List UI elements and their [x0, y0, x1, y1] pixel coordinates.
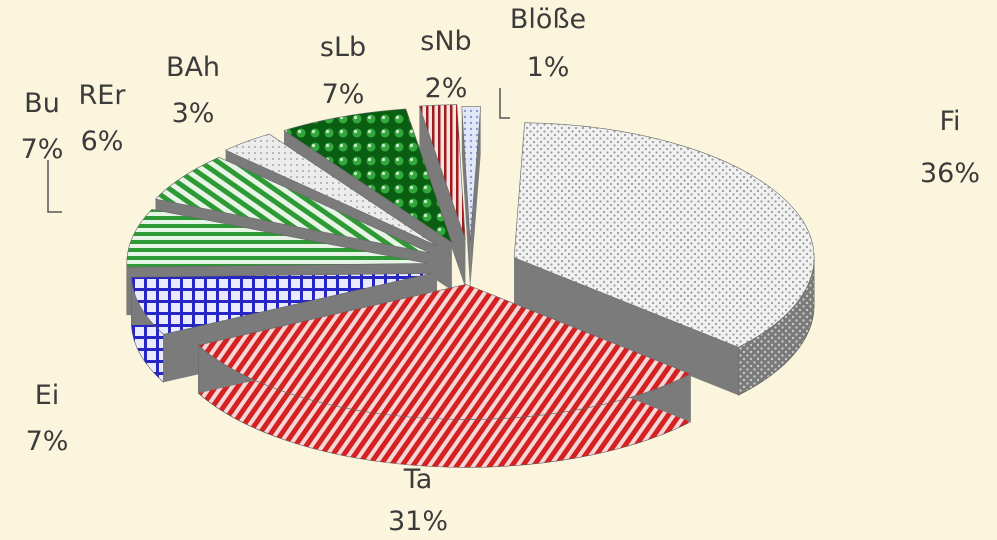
pie-slice-8: [461, 106, 481, 290]
slice-percent-label: 7%: [26, 426, 69, 457]
slice-name-label: Bu: [24, 88, 60, 119]
pie-slice-face-0-1: [514, 257, 739, 396]
slice-percent-label: 2%: [425, 73, 468, 104]
pie-slice-0: [513, 122, 815, 396]
pie-slice-1: [197, 284, 692, 468]
slice-percent-label: 3%: [172, 98, 215, 129]
slice-name-label: Blöße: [510, 4, 586, 35]
pie-slice-top-6: [283, 108, 453, 244]
pie-slice-top-4: [154, 156, 431, 254]
slice-name-label: sLb: [320, 32, 366, 63]
pie-slice-face-7-0: [419, 106, 466, 288]
pie-slice-7: [418, 104, 466, 288]
leader-line-3: [47, 160, 62, 213]
slice-name-label: sNb: [420, 26, 471, 57]
slice-percent-label: 31%: [388, 506, 448, 537]
pie-slice-top-7: [418, 104, 466, 240]
pie-slice-face-8-1: [470, 106, 481, 290]
leader-line-8: [499, 88, 510, 119]
pie-slice-top-2: [131, 273, 432, 335]
pie-slice-top-5: [224, 133, 438, 247]
slice-name-label: BAh: [166, 52, 220, 83]
pie-slice-top-3: [126, 209, 427, 268]
slice-percent-label: 7%: [322, 79, 365, 110]
pie-slice-top-0: [513, 122, 815, 348]
pie-slice-top-1: [197, 284, 692, 420]
slice-name-label: REr: [79, 80, 127, 111]
pie-slice-top-8: [461, 106, 481, 242]
slice-name-label: Ta: [403, 464, 433, 495]
slice-percent-label: 7%: [21, 134, 64, 165]
slice-percent-label: 1%: [527, 52, 570, 83]
slice-name-label: Fi: [939, 106, 960, 137]
slice-percent-label: 6%: [81, 126, 124, 157]
slice-percent-label: 36%: [920, 158, 980, 189]
slice-name-label: Ei: [35, 380, 60, 411]
pie-slice-face-8-0: [461, 106, 471, 290]
